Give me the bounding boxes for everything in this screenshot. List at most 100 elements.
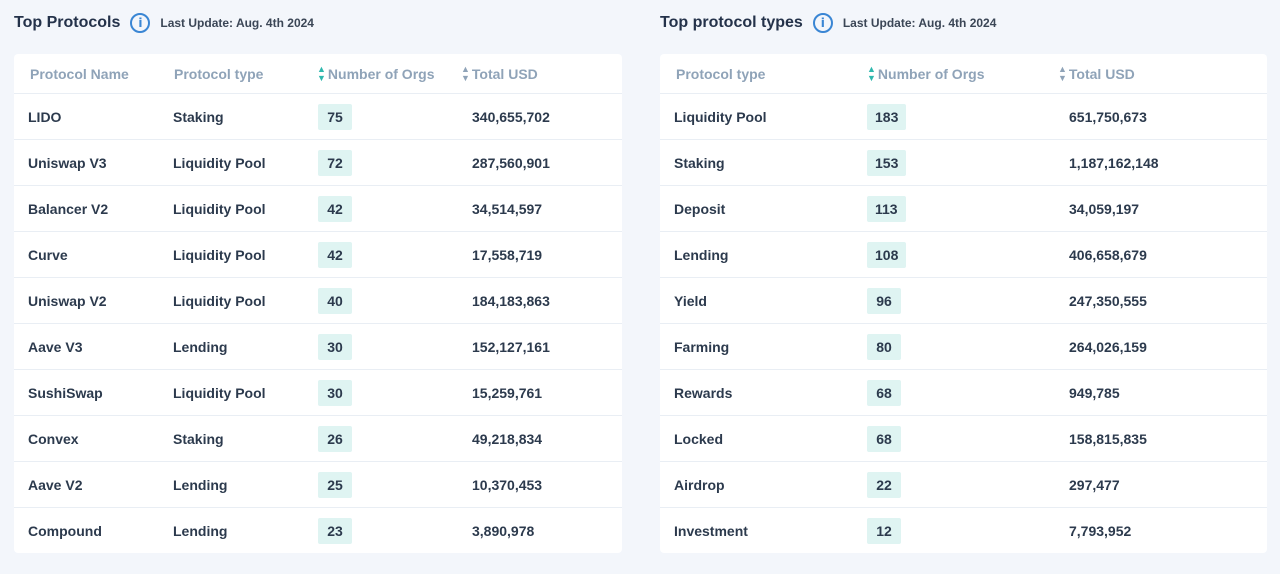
table-row[interactable]: Balancer V2 Liquidity Pool 42 34,514,597 <box>14 186 622 232</box>
table-row[interactable]: Deposit 113 34,059,197 <box>660 186 1267 232</box>
table-row[interactable]: SushiSwap Liquidity Pool 30 15,259,761 <box>14 370 622 416</box>
header-protocol-name[interactable]: Protocol Name <box>30 65 129 82</box>
protocol-type-cell: Lending <box>674 246 729 263</box>
number-of-orgs-badge: 30 <box>318 379 352 406</box>
header-total-usd[interactable]: ▲ ▼ Total USD <box>461 63 538 83</box>
table-row[interactable]: Liquidity Pool 183 651,750,673 <box>660 94 1267 140</box>
number-of-orgs-badge: 108 <box>867 241 907 268</box>
info-icon[interactable]: i <box>812 13 833 33</box>
header-protocol-type[interactable]: Protocol type <box>676 65 766 82</box>
total-usd-cell: 152,127,161 <box>472 338 550 355</box>
number-of-orgs-badge: 40 <box>318 287 352 314</box>
protocol-type-cell: Staking <box>173 108 224 125</box>
top-protocols-panel: Top Protocols i Last Update: Aug. 4th 20… <box>14 0 622 553</box>
sort-icon[interactable]: ▲ ▼ <box>461 63 470 83</box>
protocol-type-cell: Lending <box>173 476 228 493</box>
sort-icon[interactable]: ▲ ▼ <box>1058 63 1067 83</box>
number-of-orgs-badge: 12 <box>867 518 901 544</box>
table-row[interactable]: Airdrop 22 297,477 <box>660 462 1267 508</box>
number-of-orgs-badge: 153 <box>867 149 907 176</box>
table-header: Protocol type ▲ ▼ Number of Orgs ▲ ▼ Total… <box>660 54 1267 94</box>
number-of-orgs-badge: 42 <box>318 241 352 268</box>
total-usd-cell: 15,259,761 <box>472 384 543 401</box>
protocol-type-cell: Investment <box>674 523 748 539</box>
protocol-type-cell: Yield <box>674 292 707 309</box>
table-row[interactable]: Yield 96 247,350,555 <box>660 278 1267 324</box>
header-number-of-orgs[interactable]: ▲ ▼ Number of Orgs <box>317 63 435 83</box>
protocol-type-cell: Lending <box>173 523 228 539</box>
table-row[interactable]: Aave V3 Lending 30 152,127,161 <box>14 324 622 370</box>
total-usd-cell: 158,815,835 <box>1069 430 1147 447</box>
top-protocol-types-panel: Top protocol types i Last Update: Aug. 4… <box>660 0 1267 553</box>
protocol-type-cell: Liquidity Pool <box>173 246 266 263</box>
protocol-type-cell: Farming <box>674 338 730 355</box>
protocol-type-cell: Liquidity Pool <box>173 384 266 401</box>
protocol-name-cell: Uniswap V2 <box>28 292 107 309</box>
protocol-name-cell: Aave V3 <box>28 338 83 355</box>
protocol-name-cell: SushiSwap <box>28 384 103 401</box>
header-total-usd-label: Total USD <box>471 65 538 82</box>
sort-icon[interactable]: ▲ ▼ <box>317 63 326 83</box>
header-number-of-orgs-label: Number of Orgs <box>327 65 435 82</box>
protocols-table: Protocol Name Protocol type ▲ ▼ Number of… <box>14 54 622 553</box>
table-row[interactable]: Lending 108 406,658,679 <box>660 232 1267 278</box>
total-usd-cell: 287,560,901 <box>472 154 550 171</box>
protocol-type-cell: Locked <box>674 430 724 447</box>
protocol-type-cell: Lending <box>173 338 228 355</box>
table-row[interactable]: Uniswap V3 Liquidity Pool 72 287,560,901 <box>14 140 622 186</box>
total-usd-cell: 7,793,952 <box>1069 523 1132 539</box>
table-row[interactable]: LIDO Staking 75 340,655,702 <box>14 94 622 140</box>
table-row[interactable]: Rewards 68 949,785 <box>660 370 1267 416</box>
table-row[interactable]: Aave V2 Lending 25 10,370,453 <box>14 462 622 508</box>
panel-title: Top Protocols <box>14 14 121 31</box>
protocol-type-cell: Rewards <box>674 384 733 401</box>
total-usd-cell: 949,785 <box>1069 384 1120 401</box>
protocol-name-cell: Balancer V2 <box>28 200 109 217</box>
panel-header: Top Protocols i Last Update: Aug. 4th 20… <box>14 0 622 46</box>
table-row[interactable]: Curve Liquidity Pool 42 17,558,719 <box>14 232 622 278</box>
number-of-orgs-badge: 25 <box>318 471 352 498</box>
last-update: Last Update: Aug. 4th 2024 <box>842 16 997 30</box>
number-of-orgs-badge: 75 <box>318 103 352 130</box>
table-row[interactable]: Compound Lending 23 3,890,978 <box>14 508 622 554</box>
last-update: Last Update: Aug. 4th 2024 <box>160 16 314 30</box>
table-row[interactable]: Staking 153 1,187,162,148 <box>660 140 1267 186</box>
protocol-name-cell: Curve <box>28 246 68 263</box>
protocol-type-cell: Liquidity Pool <box>674 108 767 125</box>
total-usd-cell: 264,026,159 <box>1069 338 1147 355</box>
number-of-orgs-badge: 80 <box>867 333 901 360</box>
protocol-name-cell: LIDO <box>28 108 62 125</box>
protocol-type-cell: Liquidity Pool <box>173 200 266 217</box>
number-of-orgs-badge: 113 <box>867 195 906 222</box>
header-number-of-orgs-label: Number of Orgs <box>877 65 985 82</box>
number-of-orgs-badge: 42 <box>318 195 352 222</box>
total-usd-cell: 10,370,453 <box>472 476 543 493</box>
total-usd-cell: 34,059,197 <box>1069 200 1140 217</box>
header-protocol-type[interactable]: Protocol type <box>174 65 264 82</box>
table-row[interactable]: Convex Staking 26 49,218,834 <box>14 416 622 462</box>
protocol-name-cell: Aave V2 <box>28 476 83 493</box>
table-header: Protocol Name Protocol type ▲ ▼ Number of… <box>14 54 622 94</box>
total-usd-cell: 49,218,834 <box>472 430 543 447</box>
protocol-type-cell: Staking <box>173 430 224 447</box>
protocol-name-cell: Convex <box>28 430 79 447</box>
total-usd-cell: 184,183,863 <box>472 292 550 309</box>
protocol-type-cell: Staking <box>674 154 725 171</box>
protocol-type-cell: Liquidity Pool <box>173 292 266 309</box>
number-of-orgs-badge: 183 <box>867 103 907 130</box>
table-row[interactable]: Investment 12 7,793,952 <box>660 508 1267 554</box>
header-total-usd[interactable]: ▲ ▼ Total USD <box>1058 63 1135 83</box>
total-usd-cell: 34,514,597 <box>472 200 543 217</box>
number-of-orgs-badge: 72 <box>318 149 352 176</box>
header-number-of-orgs[interactable]: ▲ ▼ Number of Orgs <box>867 63 985 83</box>
table-row[interactable]: Locked 68 158,815,835 <box>660 416 1267 462</box>
protocol-type-cell: Airdrop <box>674 476 725 493</box>
table-row[interactable]: Uniswap V2 Liquidity Pool 40 184,183,863 <box>14 278 622 324</box>
sort-icon[interactable]: ▲ ▼ <box>867 63 876 83</box>
number-of-orgs-badge: 68 <box>867 379 901 406</box>
table-row[interactable]: Farming 80 264,026,159 <box>660 324 1267 370</box>
number-of-orgs-badge: 68 <box>867 425 901 452</box>
number-of-orgs-badge: 22 <box>867 471 901 498</box>
total-usd-cell: 3,890,978 <box>472 523 535 539</box>
info-icon[interactable]: i <box>130 13 151 33</box>
